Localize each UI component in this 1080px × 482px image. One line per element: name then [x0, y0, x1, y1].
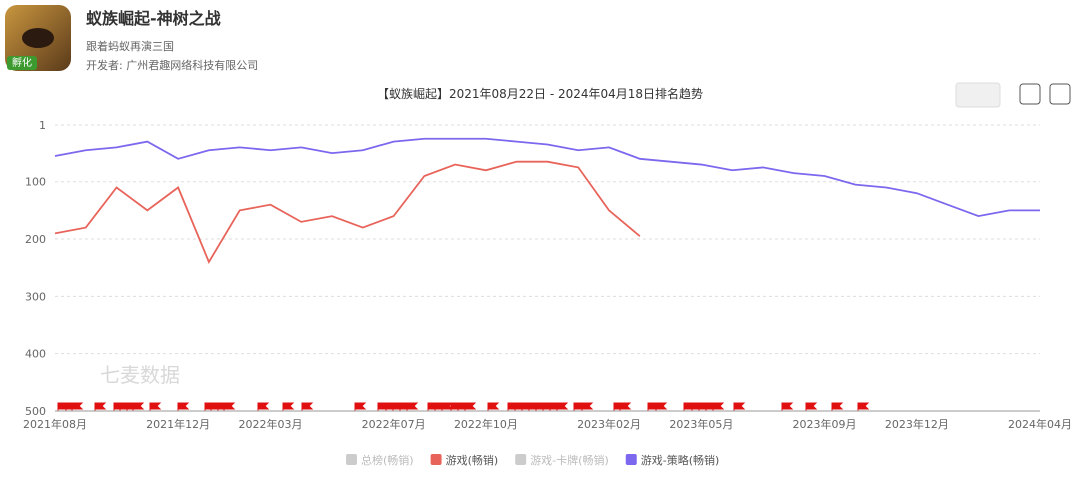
x-tick-label: 2022年07月 [362, 417, 426, 431]
x-tick-label: 2022年10月 [454, 417, 518, 431]
event-flag [257, 402, 270, 411]
x-tick-label: 2023年12月 [885, 417, 949, 431]
event-flag [556, 402, 569, 411]
image-button[interactable] [1019, 83, 1041, 105]
y-tick-label: 1 [39, 119, 46, 132]
event-flag [132, 402, 145, 411]
event-flag [487, 402, 500, 411]
y-tick-label: 200 [25, 233, 46, 246]
download-button[interactable] [1049, 83, 1071, 105]
icon-badge: 孵化 [12, 56, 32, 69]
event-flag [406, 402, 419, 411]
chart-title: 【蚁族崛起】2021年08月22日 - 2024年04月18日排名趋势 [377, 86, 703, 101]
event-flag [94, 402, 107, 411]
x-tick-label: 2021年12月 [146, 417, 210, 431]
developer: 开发者: 广州君趣网络科技有限公司 [86, 58, 258, 72]
event-markers [57, 402, 870, 411]
y-tick-label: 500 [25, 405, 46, 418]
legend-item[interactable]: 游戏-卡牌(畅销) [515, 453, 609, 467]
event-flag [71, 402, 84, 411]
event-flag [733, 402, 746, 411]
event-flag [282, 402, 295, 411]
event-flag [223, 402, 236, 411]
x-tick-label: 2022年03月 [238, 417, 302, 431]
event-flag [712, 402, 725, 411]
legend-swatch [346, 454, 357, 465]
y-tick-label: 400 [25, 348, 46, 361]
x-tick-label: 2023年09月 [793, 417, 857, 431]
app-subtitle: 跟着蚂蚁再演三国 [86, 39, 174, 53]
x-tick-label: 2024年04月 [1008, 417, 1072, 431]
legend-label: 总榜(畅销) [361, 453, 414, 467]
app-title: 蚁族崛起-神树之战 [86, 9, 221, 28]
event-flag [464, 402, 477, 411]
legend-label: 游戏(畅销) [446, 453, 499, 467]
legend-swatch [625, 454, 637, 465]
legend-item[interactable]: 总榜(畅销) [346, 453, 414, 467]
series-line [55, 162, 701, 262]
view-toggle[interactable] [955, 82, 1001, 108]
legend-item[interactable]: 游戏(畅销) [430, 453, 499, 467]
legend-item[interactable]: 游戏-策略(畅销) [625, 453, 720, 467]
y-tick-label: 300 [25, 290, 46, 303]
legend-swatch [515, 454, 527, 465]
app-icon [5, 5, 71, 71]
event-flag [177, 402, 190, 411]
event-flag [354, 402, 367, 411]
legend-label: 游戏-卡牌(畅销) [530, 453, 609, 467]
event-flag [655, 402, 668, 411]
event-flag [149, 402, 162, 411]
series-line [54, 137, 1040, 218]
event-flag [805, 402, 818, 411]
event-flag [857, 402, 870, 411]
y-tick-label: 100 [25, 176, 46, 189]
x-tick-label: 2023年05月 [669, 417, 733, 431]
legend-label: 游戏-策略(畅销) [641, 453, 720, 467]
x-tick-label: 2023年02月 [577, 417, 641, 431]
legend-swatch [430, 454, 442, 465]
event-flag [619, 402, 632, 411]
event-flag [581, 402, 594, 411]
event-flag [301, 402, 314, 411]
event-flag [781, 402, 794, 411]
x-tick-label: 2021年08月 [23, 417, 87, 431]
watermark: 七麦数据 [100, 363, 180, 387]
event-flag [831, 402, 844, 411]
toolbar[interactable] [955, 82, 1071, 108]
